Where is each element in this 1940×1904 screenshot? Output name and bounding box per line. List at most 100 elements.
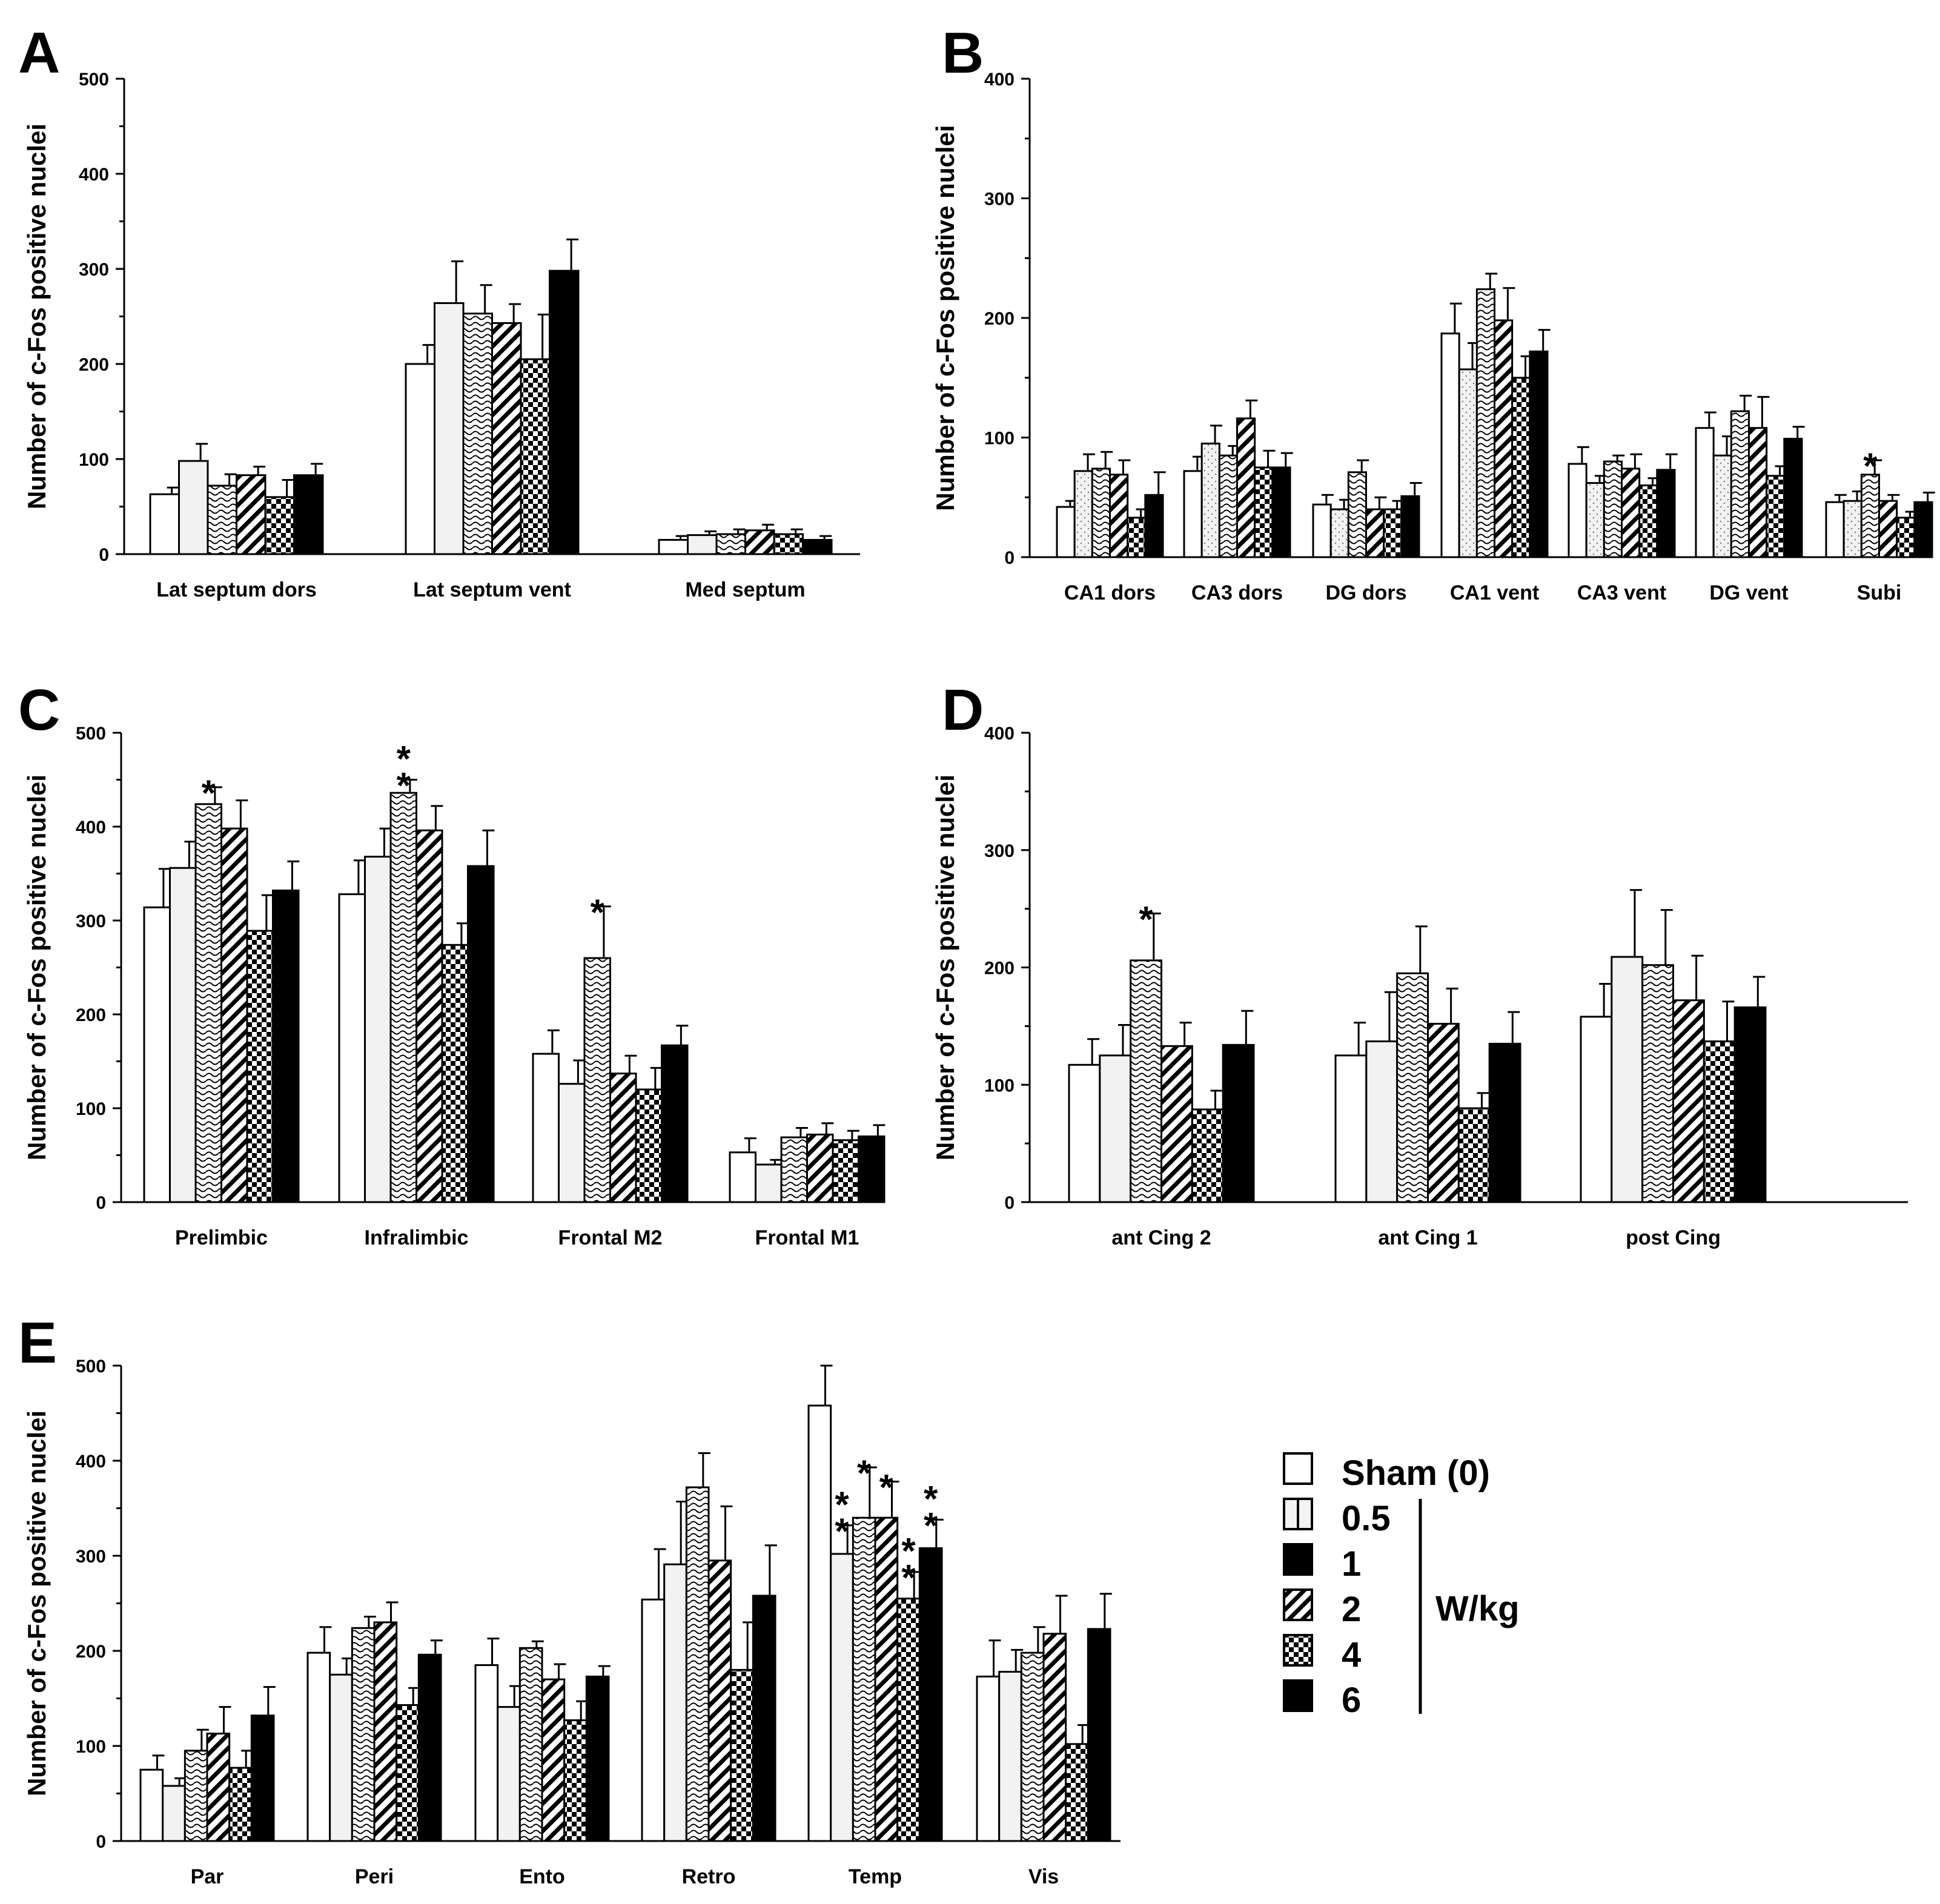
category-label-ant-cing-2: ant Cing 2 <box>1111 1226 1211 1249</box>
bar-post-cing-1 <box>1641 964 1675 1203</box>
bar-ant-cing-1-0-5 <box>1365 1040 1399 1203</box>
bar-ant-cing-1-6 <box>1488 1042 1521 1203</box>
legend-label-sham: Sham (0) <box>1342 1453 1490 1493</box>
category-label-ca1-vent: CA1 vent <box>1450 581 1539 604</box>
bar-vis-4 <box>1065 1743 1089 1842</box>
significance-star: * <box>397 739 411 779</box>
bar-lat-septum-vent-6 <box>549 269 580 555</box>
bar-lat-septum-dors-4 <box>264 496 295 555</box>
bar-frontal-m2-6 <box>661 1044 689 1203</box>
bar-ca1-vent-1 <box>1475 288 1495 558</box>
significance-star: * <box>901 1531 916 1572</box>
bar-med-septum-4 <box>773 533 804 555</box>
bar-infralimbic-2 <box>415 829 443 1203</box>
significance-star: * <box>857 1453 872 1493</box>
legend-item-0-5: 0.5 <box>1283 1498 1391 1538</box>
bar-ento-4 <box>563 1719 588 1842</box>
bar-ento-0-5 <box>497 1706 521 1842</box>
bar-subi-1 <box>1860 474 1880 558</box>
significance-star: * <box>202 773 216 813</box>
y-tick-label: 0 <box>96 1193 106 1213</box>
legend-swatch-6 <box>1283 1679 1313 1712</box>
bar-ant-cing-1-2 <box>1427 1023 1460 1203</box>
category-label-infralimbic: Infralimbic <box>365 1226 469 1249</box>
bar-ca1-vent-6 <box>1529 350 1549 558</box>
y-tick-label: 0 <box>96 1832 106 1852</box>
category-label-dg-vent: DG vent <box>1709 581 1788 604</box>
y-tick-label: 200 <box>79 355 109 375</box>
y-tick-label: 300 <box>76 911 106 931</box>
category-label-med-septum: Med septum <box>685 578 805 601</box>
bar-subi-2 <box>1878 500 1898 558</box>
y-tick-label: 100 <box>79 450 109 470</box>
bar-par-sham-0 <box>139 1768 164 1842</box>
bar-dg-vent-4 <box>1766 475 1786 558</box>
bar-prelimbic-2 <box>220 827 248 1203</box>
bar-ca3-vent-1 <box>1603 460 1623 558</box>
y-axis-title: Number of c-Fos positive nuclei <box>22 124 51 509</box>
bar-post-cing-0-5 <box>1611 956 1644 1203</box>
category-label-lat-septum-dors: Lat septum dors <box>156 578 316 601</box>
bar-vis-1 <box>1020 1651 1045 1842</box>
bar-subi-6 <box>1913 501 1933 558</box>
category-label-dg-dors: DG dors <box>1325 581 1406 604</box>
bar-peri-sham-0 <box>306 1651 331 1842</box>
bar-subi-4 <box>1896 517 1916 558</box>
y-axis-title: Number of c-Fos positive nuclei <box>931 775 959 1160</box>
category-label-par: Par <box>191 1865 224 1888</box>
bar-ca3-dors-sham-0 <box>1183 470 1203 558</box>
y-tick-label: 300 <box>984 190 1015 210</box>
y-tick-label: 300 <box>79 260 109 280</box>
bar-med-septum-0-5 <box>687 534 718 555</box>
bar-par-4 <box>228 1767 253 1842</box>
panel-a: A Number of c-Fos positive nuclei 0 100 200 3… <box>18 21 860 601</box>
panel-letter: C <box>18 678 60 742</box>
y-tick-label: 100 <box>984 429 1015 449</box>
bar-subi-sham-0 <box>1825 501 1845 558</box>
category-label-ant-cing-1: ant Cing 1 <box>1378 1226 1477 1249</box>
bar-ant-cing-2-sham-0 <box>1068 1063 1101 1203</box>
bar-lat-septum-dors-2 <box>236 474 267 555</box>
bar-retro-0-5 <box>663 1563 687 1842</box>
bar-ento-1 <box>518 1647 543 1842</box>
panel-c: C Number of c-Fos positive nuclei 0 100 200 3… <box>18 678 886 1249</box>
bar-frontal-m2-2 <box>609 1073 637 1203</box>
y-axis-title: Number of c-Fos positive nuclei <box>931 125 959 511</box>
bar-infralimbic-0-5 <box>364 856 392 1203</box>
significance-star: * <box>591 892 605 933</box>
panel-letter: D <box>942 678 984 742</box>
bar-ento-2 <box>541 1678 566 1842</box>
bar-infralimbic-sham-0 <box>338 893 366 1203</box>
bar-ca3-dors-2 <box>1236 417 1256 558</box>
bar-ant-cing-2-6 <box>1222 1043 1255 1203</box>
panel-letter: B <box>942 21 984 85</box>
category-label-ca3-vent: CA3 vent <box>1577 581 1666 604</box>
bar-ant-cing-1-sham-0 <box>1334 1054 1368 1203</box>
category-label-temp: Temp <box>849 1865 902 1888</box>
bar-ento-6 <box>585 1675 610 1842</box>
legend-unit: W/kg <box>1435 1589 1520 1628</box>
bar-frontal-m1-4 <box>832 1139 859 1203</box>
bar-prelimbic-0-5 <box>169 867 197 1203</box>
bar-post-cing-sham-0 <box>1580 1016 1613 1203</box>
bar-post-cing-6 <box>1733 1006 1767 1203</box>
bar-lat-septum-vent-4 <box>520 358 551 555</box>
y-axis-title: Number of c-Fos positive nuclei <box>22 1410 51 1796</box>
significance-star: * <box>1139 899 1153 939</box>
bar-ca3-dors-1 <box>1218 454 1239 558</box>
y-tick-label: 200 <box>76 1642 106 1662</box>
bar-dg-dors-4 <box>1383 508 1403 558</box>
bar-vis-sham-0 <box>976 1675 1001 1842</box>
bar-temp-4 <box>896 1598 921 1842</box>
legend-swatch-sham <box>1283 1452 1313 1485</box>
y-tick-label: 400 <box>76 818 106 838</box>
bar-lat-septum-vent-sham-0 <box>405 363 435 555</box>
bar-med-septum-6 <box>802 538 833 555</box>
bar-post-cing-4 <box>1703 1040 1736 1203</box>
y-tick-label: 0 <box>1004 1193 1015 1213</box>
bar-ento-sham-0 <box>474 1664 499 1842</box>
y-tick-label: 300 <box>76 1547 106 1567</box>
bar-frontal-m1-1 <box>780 1136 808 1203</box>
bar-dg-vent-2 <box>1748 427 1768 558</box>
